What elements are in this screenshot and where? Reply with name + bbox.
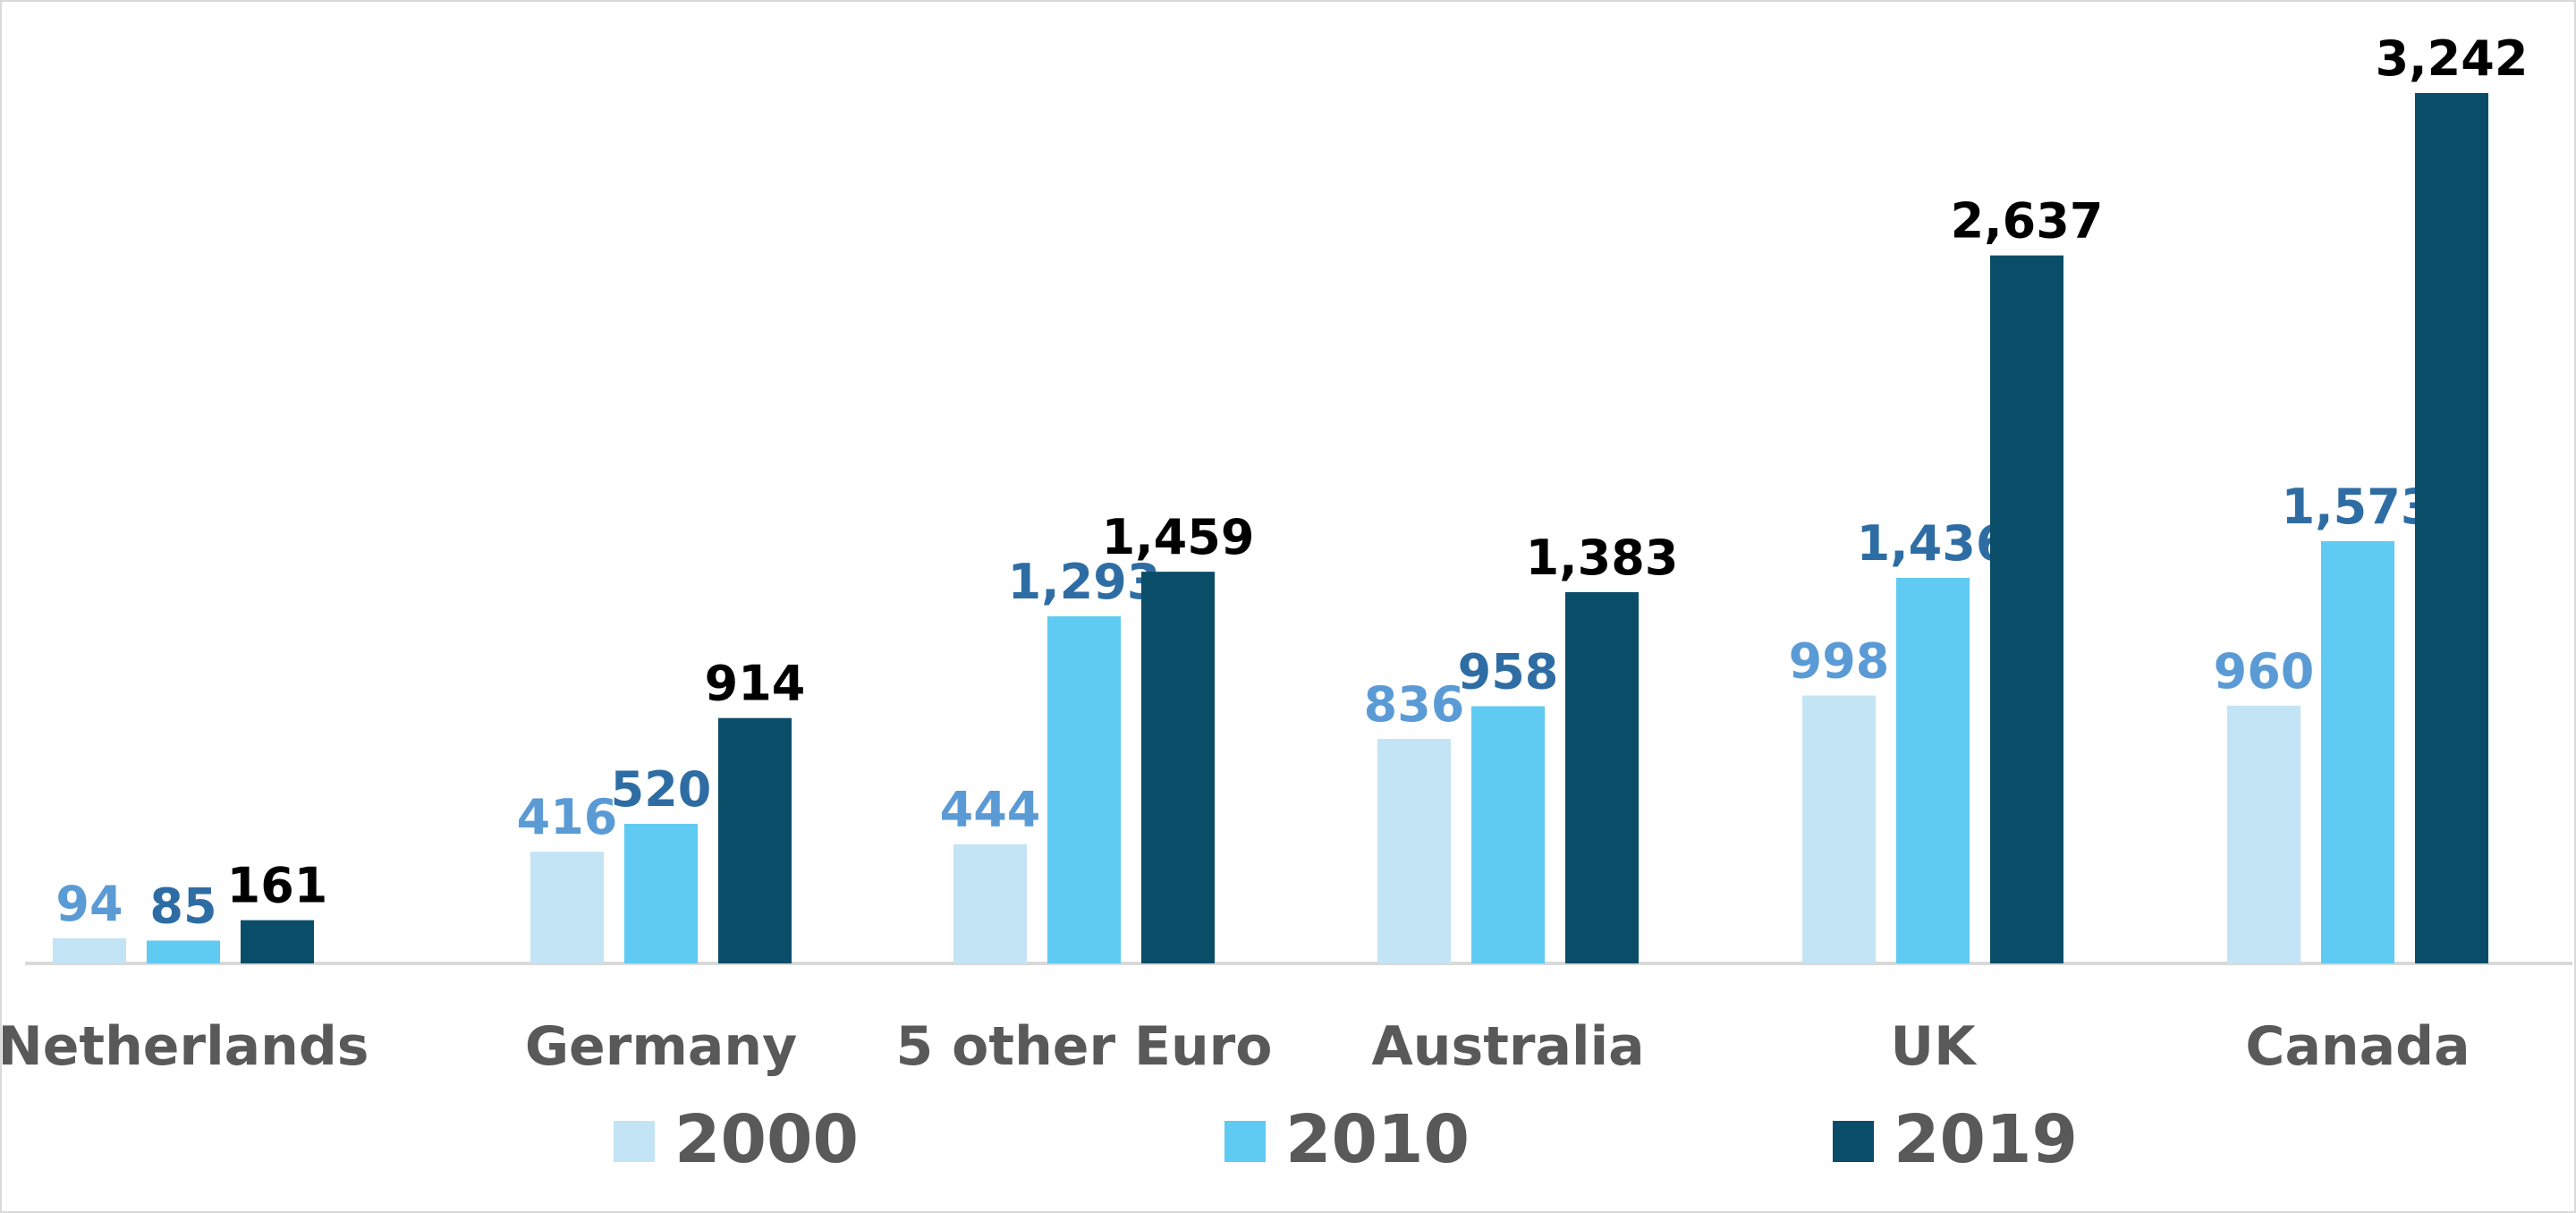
data-label-2010-4: 1,436: [1857, 515, 2010, 572]
data-label-2010-1: 520: [611, 761, 712, 818]
data-label-2000-0: 94: [55, 876, 123, 932]
bar-2000-3: [1377, 739, 1451, 963]
data-label-2010-0: 85: [149, 878, 216, 934]
category-label-2: 5 other Euro: [896, 1015, 1273, 1078]
legend-item-2000: 2000: [614, 1101, 859, 1178]
category-label-3: Australia: [1371, 1015, 1644, 1078]
legend-swatch-2019: [1833, 1121, 1874, 1162]
bar-2000-5: [2227, 705, 2301, 963]
bar-2019-1: [718, 717, 792, 963]
bar-2019-2: [1141, 572, 1215, 963]
category-label-1: Germany: [525, 1015, 797, 1078]
data-label-2010-5: 1,573: [2282, 479, 2435, 535]
bar-2010-2: [1047, 615, 1121, 963]
bar-2019-4: [1990, 255, 2063, 963]
bar-2010-1: [624, 823, 698, 963]
legend-item-2019: 2019: [1833, 1101, 2078, 1178]
data-label-2019-1: 914: [705, 656, 806, 712]
data-label-2019-4: 2,637: [1951, 193, 2104, 250]
data-label-2000-1: 416: [517, 789, 618, 845]
bar-2000-2: [953, 844, 1027, 963]
bar-2019-5: [2415, 93, 2488, 963]
category-label-4: UK: [1890, 1015, 1978, 1078]
bar-2000-4: [1802, 695, 1876, 963]
bar-2010-5: [2321, 540, 2394, 963]
data-label-2019-0: 161: [227, 858, 328, 914]
category-label-5: Canada: [2245, 1015, 2470, 1078]
data-label-2000-3: 836: [1364, 676, 1465, 733]
category-label-0: Netherlands: [0, 1015, 369, 1078]
legend-label-2019: 2019: [1894, 1101, 2078, 1178]
data-label-2000-4: 998: [1789, 632, 1890, 689]
data-label-2010-3: 958: [1458, 643, 1559, 700]
data-label-2000-5: 960: [2214, 643, 2315, 700]
legend-item-2010: 2010: [1224, 1101, 1470, 1178]
data-label-2010-2: 1,293: [1008, 554, 1161, 610]
bar-2000-1: [530, 852, 604, 963]
legend-swatch-2010: [1224, 1121, 1266, 1162]
legend-swatch-2000: [614, 1121, 655, 1162]
legend-label-2000: 2000: [674, 1101, 859, 1178]
data-label-2019-2: 1,459: [1102, 509, 1255, 565]
legend-label-2010: 2010: [1285, 1101, 1470, 1178]
bar-2010-0: [147, 940, 220, 963]
data-label-2019-3: 1,383: [1526, 530, 1679, 586]
data-label-2000-2: 444: [940, 782, 1041, 838]
bar-2019-3: [1565, 591, 1639, 963]
bar-2019-0: [241, 920, 314, 963]
bar-2000-0: [53, 937, 126, 963]
bar-2010-4: [1896, 578, 1970, 963]
data-label-2019-5: 3,242: [2376, 30, 2529, 87]
bar-2010-3: [1471, 706, 1545, 963]
